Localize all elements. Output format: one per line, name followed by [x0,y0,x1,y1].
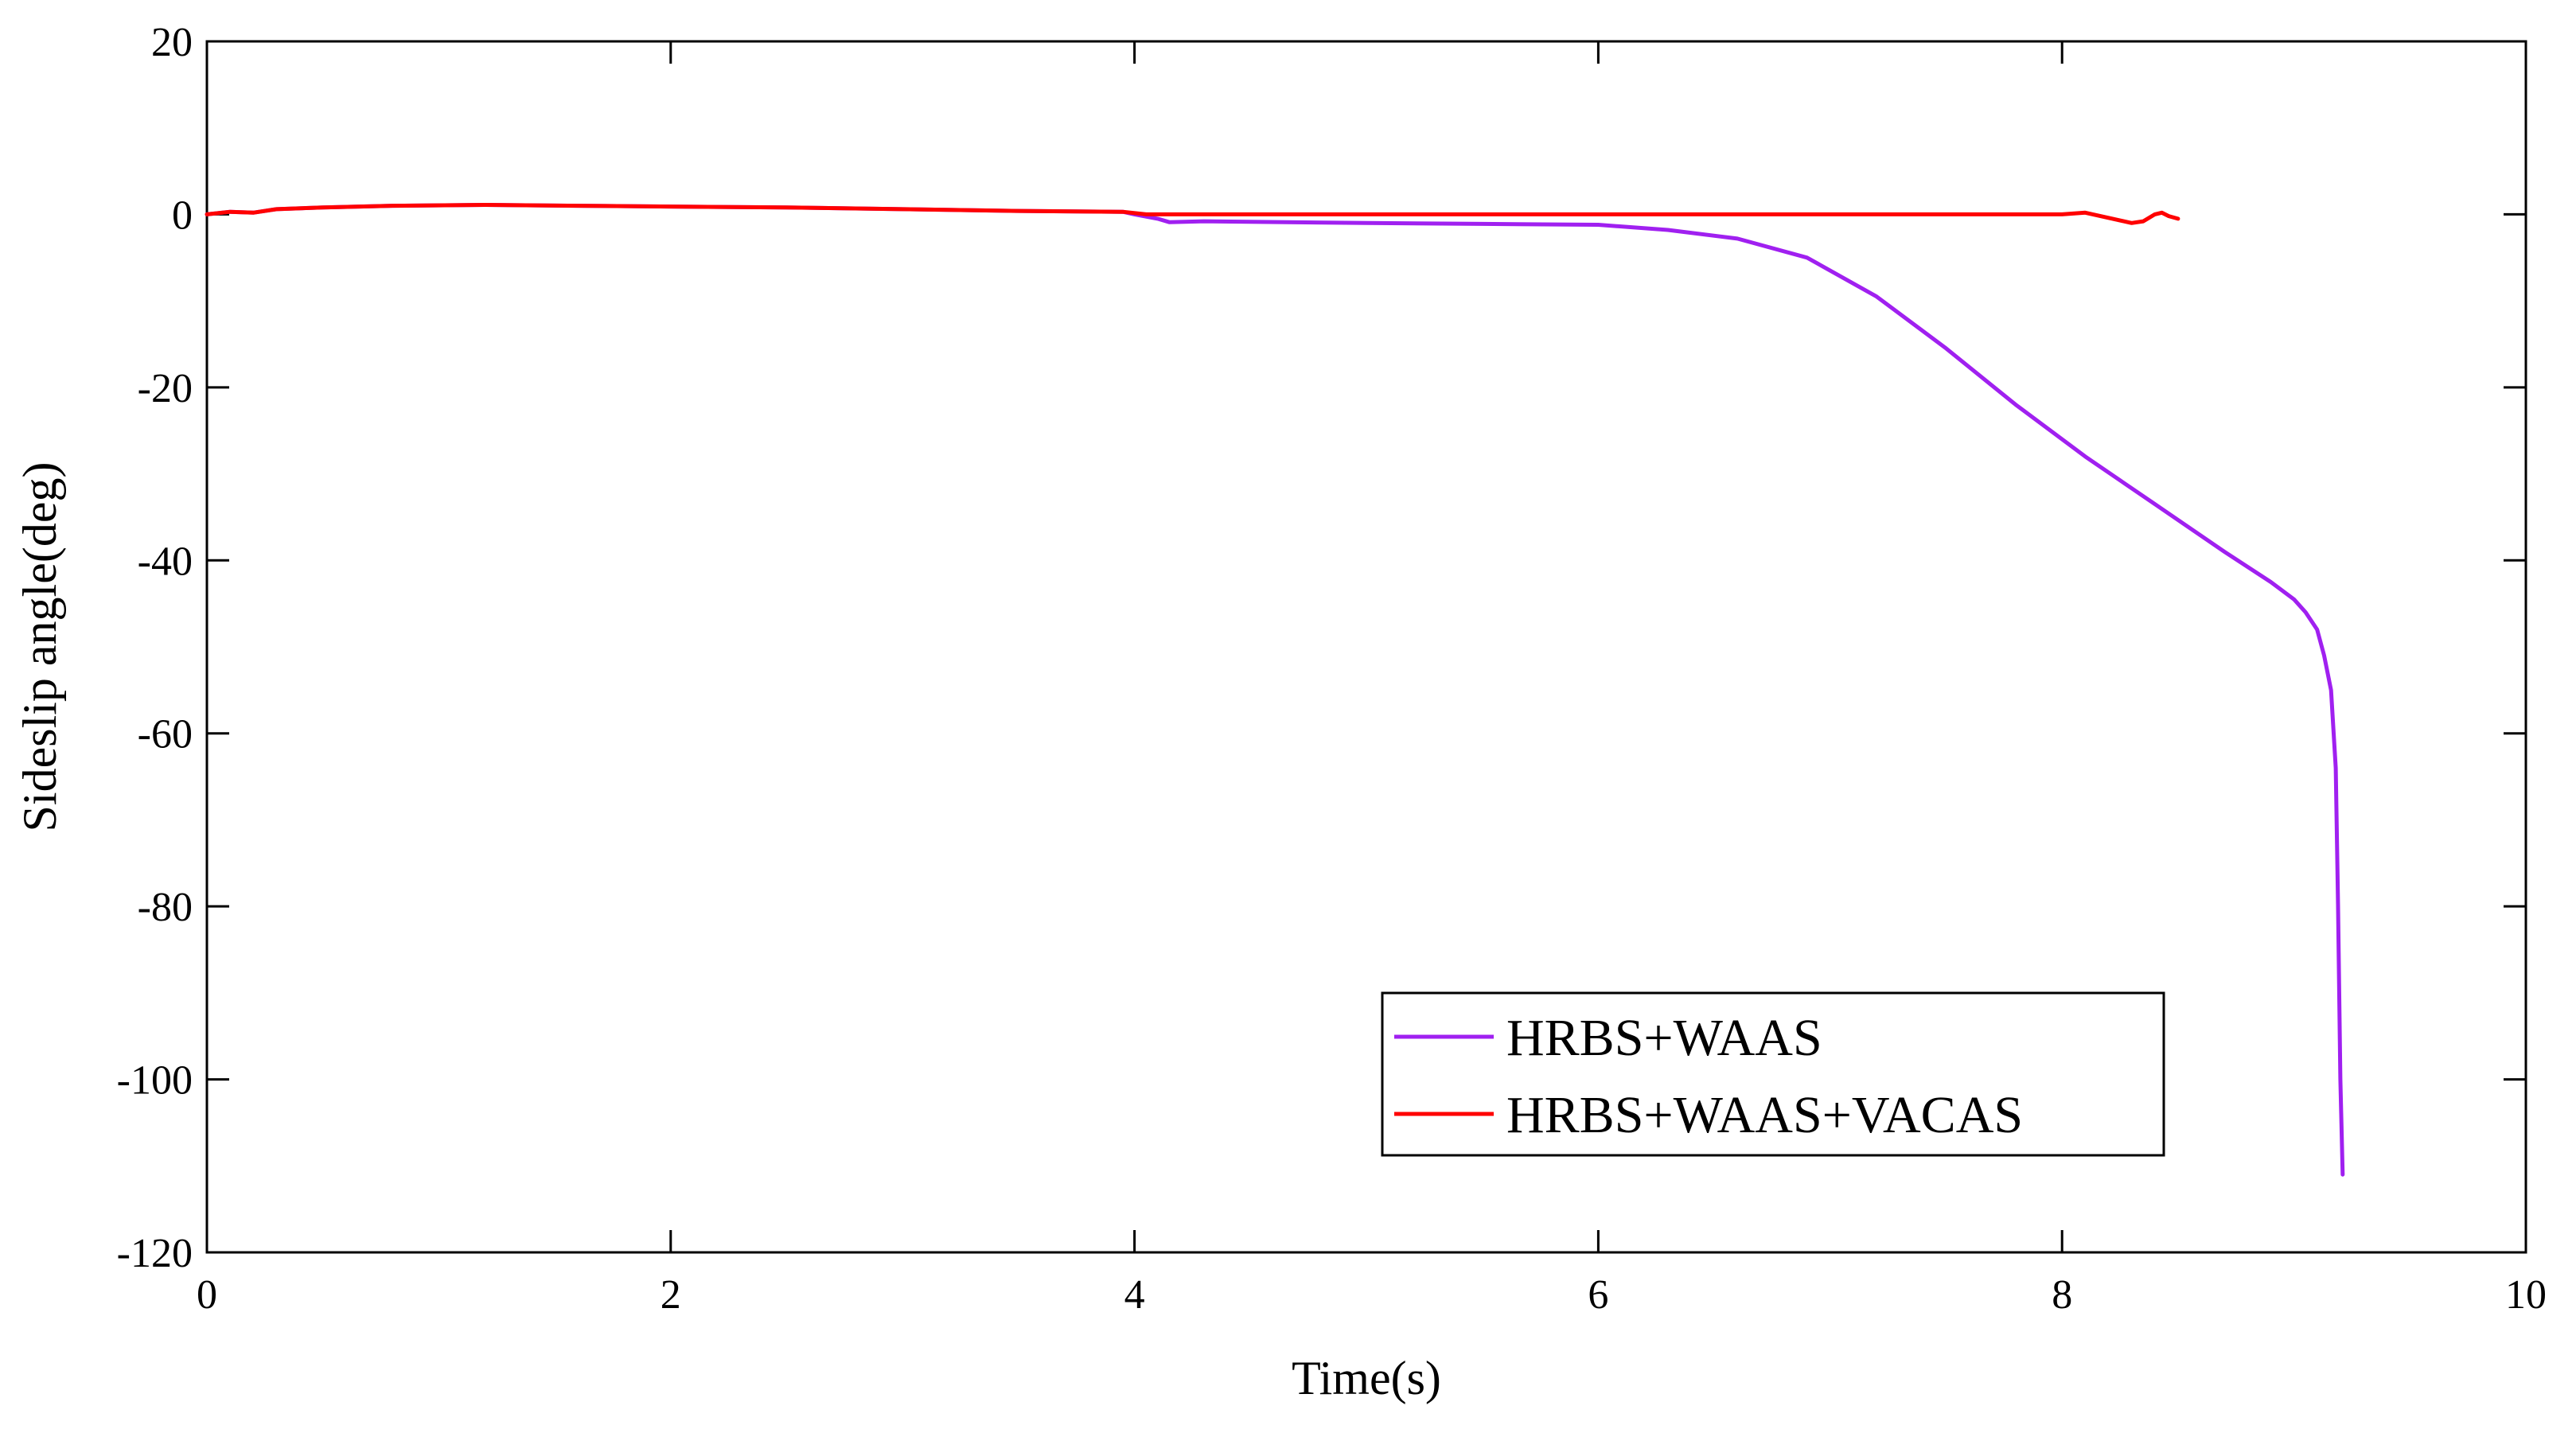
x-tick-label: 0 [197,1272,217,1318]
series-lines [205,203,2345,1177]
legend-label-hrbs-waas-vacas: HRBS+WAAS+VACAS [1506,1086,2023,1144]
y-tick-label: -20 [138,366,193,411]
x-tick-label: 2 [661,1272,681,1318]
y-tick-label: -80 [138,885,193,930]
y-tick-label: 0 [172,193,193,238]
y-tick-label: -60 [138,712,193,757]
y-tick-label: 20 [151,20,193,65]
legend: HRBS+WAAS HRBS+WAAS+VACAS [1381,991,2165,1157]
x-tick-label: 4 [1124,1272,1145,1318]
legend-label-hrbs-waas: HRBS+WAAS [1506,1009,1822,1067]
y-tick-label: -120 [117,1231,193,1276]
y-axis-title: Sideslip angle(deg) [14,462,66,832]
x-tick-label: 8 [2052,1272,2072,1318]
series-line-hrbs-waas-vacas [205,203,2180,225]
y-tick-label: -40 [138,539,193,584]
x-tick-label: 6 [1588,1272,1608,1318]
x-axis-title: Time(s) [1292,1352,1441,1404]
x-tick-label: 10 [2505,1272,2547,1318]
y-tick-label: -100 [117,1058,193,1104]
axis-ticks: 0 2 4 6 8 10 20 0 -20 -40 -60 -80 -100 -120 [117,20,2547,1318]
legend-box [1381,991,2165,1157]
